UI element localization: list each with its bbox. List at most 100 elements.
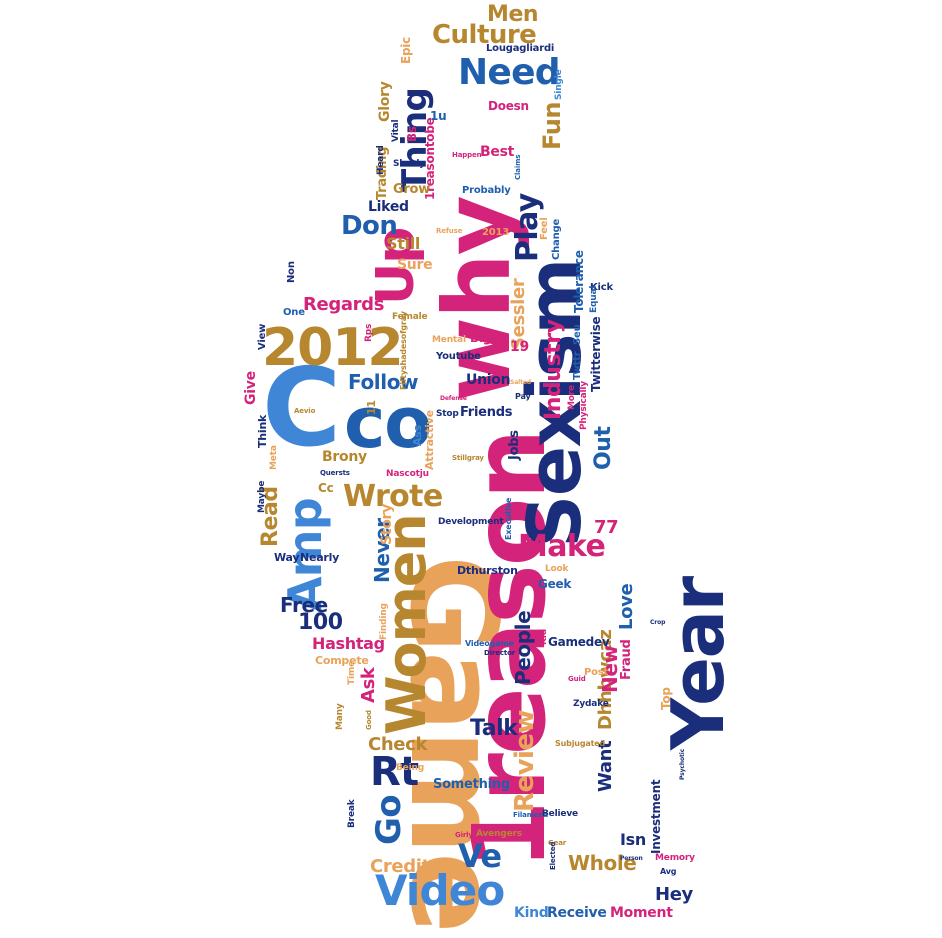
word-1u: 1u	[430, 109, 447, 123]
word-ve: Ve	[458, 837, 502, 875]
word-non: Non	[286, 261, 297, 283]
word-19: 19	[510, 339, 529, 355]
word-elected: Elected	[549, 841, 557, 870]
word-story: Story	[379, 503, 395, 545]
word-need: Need	[458, 52, 561, 93]
word-vital: Vital	[391, 119, 401, 142]
word-rps: Rps	[364, 323, 374, 342]
word-female: Female	[392, 312, 428, 322]
word-equal: Equal	[589, 285, 599, 313]
word-mental: Mental	[432, 335, 466, 345]
word-twttr: Twttr	[572, 351, 583, 380]
word-feel: Feel	[539, 217, 550, 240]
word-year: Year	[656, 577, 740, 750]
word-kid: Kid	[539, 629, 549, 645]
word-77: 77	[594, 517, 619, 538]
word-way: Way	[274, 551, 300, 564]
word-hey: Hey	[655, 884, 693, 905]
word-twitterwise: Twitterwise	[589, 316, 603, 392]
word-more: More	[567, 385, 577, 410]
word-geek: Geek	[538, 577, 572, 591]
word-aevio: Aevio	[294, 407, 316, 415]
word-ask: Ask	[358, 667, 379, 703]
word-video: Video	[375, 866, 505, 915]
word-out: Out	[591, 426, 616, 470]
word-think: Think	[256, 414, 269, 448]
word-break: Break	[347, 799, 357, 828]
word-people: People	[511, 610, 535, 685]
word-nearly: Nearly	[300, 551, 340, 564]
word-development: Development	[438, 517, 504, 527]
word-go: Go	[369, 795, 409, 845]
word-psychotic: Psychotic	[679, 748, 686, 780]
word-believe: Believe	[542, 809, 578, 819]
word-c: C	[262, 346, 341, 471]
word-doesn: Doesn	[488, 99, 529, 113]
word-make: Make	[518, 529, 606, 564]
word-lougagliardi: Lougagliardi	[486, 43, 555, 54]
word-one: One	[283, 307, 305, 318]
word-kick: Kick	[590, 282, 613, 293]
word-bigot: Bigot	[470, 331, 505, 345]
word-union: Union	[466, 372, 511, 388]
word-avengers: Avengers	[476, 829, 522, 839]
word-talk: Talk	[470, 716, 518, 741]
word-top: Top	[659, 687, 673, 710]
word-dthurston: Dthurston	[457, 564, 518, 577]
word-bs: Bs	[405, 126, 419, 142]
word-don: Don	[341, 211, 398, 241]
word-hashtag: Hashtag	[312, 634, 385, 653]
word-credit: Credit	[370, 856, 430, 877]
word-glory: Glory	[377, 81, 393, 122]
word-attractive: Attractive	[423, 410, 436, 470]
word-receive: Receive	[547, 905, 607, 921]
word-look: Look	[545, 564, 569, 574]
word-sure: Sure	[397, 257, 433, 273]
word-co: co	[344, 382, 432, 464]
word-best: Best	[480, 144, 515, 160]
word-probably: Probably	[462, 185, 511, 196]
word-still: Still	[386, 234, 421, 253]
word-fun: Fun	[538, 102, 566, 150]
word-change: Change	[551, 218, 562, 260]
word-salted: Salted	[510, 379, 531, 386]
word-men: Men	[487, 2, 539, 27]
word-filamena: Filamena	[513, 811, 548, 819]
word-girly: Girly	[455, 831, 473, 839]
word-quersts: Quersts	[320, 469, 350, 477]
word-friends: Friends	[460, 405, 513, 420]
word-100: 100	[298, 610, 343, 635]
word-many: Many	[335, 703, 345, 730]
word-good: Good	[365, 710, 373, 730]
word-fiftyshades: Fiftyshadesofgray	[399, 311, 408, 390]
word-guid: Guid	[568, 675, 586, 683]
word-being: Being	[396, 763, 424, 773]
word-culture: Culture	[432, 20, 537, 50]
word-crop: Crop	[650, 619, 666, 626]
word-person: Person	[620, 855, 643, 862]
word-pay: Pay	[515, 392, 531, 401]
word-industry: Industry	[541, 319, 566, 420]
word-videogame: Videogame	[465, 639, 514, 648]
word-compete: Compete	[315, 654, 369, 667]
word-defense: Defense	[440, 395, 467, 402]
word-grow: Grow	[393, 182, 430, 197]
word-ass: Ass	[411, 425, 424, 446]
word-free: Free	[280, 593, 328, 617]
word-single: Single	[554, 69, 564, 100]
word-tolerance: Tolerance	[572, 250, 586, 313]
word-11: 11	[365, 400, 378, 415]
word-heard: Heard	[376, 145, 386, 175]
word-kind: Kind	[514, 905, 549, 921]
word-executive: Executive	[504, 497, 513, 540]
word-post: Post	[584, 667, 609, 678]
word-claims: Claims	[514, 154, 522, 180]
word-epic: Epic	[399, 36, 413, 64]
word-gamedev: Gamedev	[548, 635, 610, 649]
word-maybe: Maybe	[257, 480, 267, 513]
word-slowly: Slowly	[393, 159, 425, 169]
word-moment: Moment	[610, 905, 673, 921]
word-want: Want	[595, 740, 616, 792]
word-follow: Follow	[348, 370, 419, 394]
